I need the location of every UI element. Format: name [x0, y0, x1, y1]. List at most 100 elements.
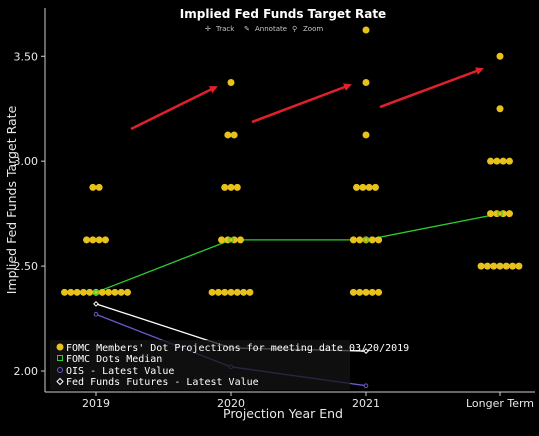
dot-projection	[490, 262, 498, 270]
dot-projection	[375, 236, 383, 244]
median-marker	[93, 289, 99, 295]
dot-projection	[236, 236, 244, 244]
legend-item[interactable]: Fed Funds Futures - Latest Value	[56, 377, 259, 388]
median-marker	[228, 237, 234, 243]
legend-label: Fed Funds Futures - Latest Value	[66, 377, 259, 388]
dot-projection	[362, 26, 370, 34]
legend-item[interactable]: FOMC Members' Dot Projections for meetin…	[56, 343, 410, 354]
y-tick-label: 3.00	[14, 155, 39, 168]
dot-projection	[208, 288, 216, 296]
dot-projection	[214, 288, 222, 296]
dot-projection	[101, 236, 109, 244]
dot-projection	[227, 288, 235, 296]
dot-projection	[362, 288, 370, 296]
futures-marker	[93, 300, 99, 307]
dot-projection	[362, 78, 370, 86]
x-axis-label: Projection Year End	[223, 406, 343, 421]
legend-square-marker	[57, 355, 63, 361]
trend-arrow	[379, 67, 484, 109]
dot-projection	[509, 262, 517, 270]
dot-projection	[515, 262, 523, 270]
legend: FOMC Members' Dot Projections for meetin…	[50, 340, 409, 390]
x-tick-label: 2020	[217, 397, 245, 410]
legend-background	[50, 340, 350, 390]
y-tick-label: 3.50	[14, 50, 39, 63]
futures-marker	[363, 348, 369, 354]
x-tick-label: Longer Term	[466, 397, 534, 410]
dot-projection	[67, 288, 75, 296]
dot-projection	[218, 236, 226, 244]
dot-projection	[240, 288, 248, 296]
dot-projection	[499, 157, 507, 165]
dot-projection	[233, 288, 241, 296]
dot-projection	[505, 210, 513, 218]
track-tool[interactable]: ✛ Track	[205, 25, 235, 33]
dot-projection	[353, 183, 361, 191]
dot-projection	[95, 183, 103, 191]
dot-projection	[487, 210, 495, 218]
dot-projection	[487, 157, 495, 165]
dot-projection	[221, 183, 229, 191]
dot-projection	[230, 131, 238, 139]
dot-projection	[505, 157, 513, 165]
dot-projection	[496, 52, 504, 60]
median-marker	[363, 237, 369, 243]
dot-projection	[227, 78, 235, 86]
median-marker	[497, 211, 503, 217]
dot-projection	[227, 183, 235, 191]
dot-projection	[362, 131, 370, 139]
y-tick-label: 2.00	[14, 365, 39, 378]
dot-projection	[356, 236, 364, 244]
ois-marker	[363, 383, 369, 389]
dot-projection	[502, 262, 510, 270]
x-tick-label: 2019	[82, 397, 110, 410]
track-label: Track	[215, 25, 235, 33]
median-line	[95, 213, 501, 293]
trend-arrow	[130, 85, 218, 131]
legend-label: OIS - Latest Value	[66, 366, 174, 377]
legend-label: FOMC Dots Median	[66, 354, 162, 365]
magnifier-icon: ⚲	[292, 25, 297, 33]
dot-projection	[83, 236, 91, 244]
y-axis-label: Implied Fed Funds Target Rate	[4, 105, 19, 294]
ois-marker	[93, 312, 99, 317]
dot-projection	[349, 236, 357, 244]
legend-dot-marker	[56, 343, 64, 351]
x-tick-label: 2021	[352, 397, 380, 410]
dot-projection	[221, 288, 229, 296]
annotate-tool[interactable]: ✎ Annotate	[244, 25, 287, 33]
pencil-icon: ✎	[244, 25, 250, 33]
dot-projection	[483, 262, 491, 270]
toolbar: ✛ Track ✎ Annotate ⚲ Zoom	[205, 25, 323, 33]
legend-label: FOMC Members' Dot Projections for meetin…	[66, 343, 409, 354]
legend-circle-marker	[57, 367, 63, 373]
dot-projection	[375, 288, 383, 296]
legend-diamond-marker	[56, 377, 64, 386]
dot-projection	[359, 183, 367, 191]
dot-projection	[86, 288, 94, 296]
y-tick-label: 2.50	[14, 260, 39, 273]
chart-title: Implied Fed Funds Target Rate	[180, 7, 386, 21]
zoom-label: Zoom	[303, 25, 323, 33]
dot-projection	[105, 288, 113, 296]
zoom-tool[interactable]: ⚲ Zoom	[292, 25, 323, 33]
axis-ticks: 2.00 2.50 3.00 3.50 2019 2020 2021 Longer Term	[14, 50, 535, 410]
dot-projection	[496, 262, 504, 270]
dot-projection	[349, 288, 357, 296]
dot-projection	[477, 262, 485, 270]
dot-projection	[246, 288, 254, 296]
legend-item[interactable]: OIS - Latest Value	[57, 366, 175, 377]
dot-projection	[365, 183, 373, 191]
dot-projection	[95, 236, 103, 244]
dot-projection	[371, 183, 379, 191]
legend-item[interactable]: FOMC Dots Median	[57, 354, 163, 365]
dot-projections	[61, 26, 523, 296]
dot-projection	[89, 236, 97, 244]
trend-arrow	[251, 83, 352, 124]
crosshair-icon: ✛	[205, 25, 211, 33]
dot-projection	[493, 157, 501, 165]
dot-projection	[224, 131, 232, 139]
dot-projection	[233, 183, 241, 191]
